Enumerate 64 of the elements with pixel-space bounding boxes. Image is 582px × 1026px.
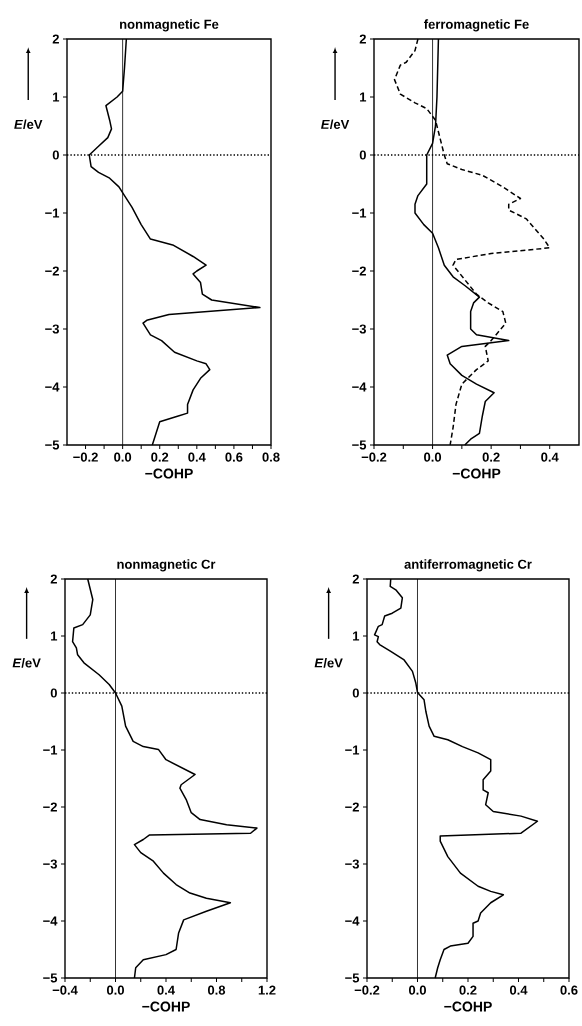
y-tick-label: −2 xyxy=(43,802,57,812)
y-tick-label: −5 xyxy=(352,440,367,450)
y-tick-label: 2 xyxy=(352,574,359,584)
y-tick-label: −2 xyxy=(352,266,366,276)
y-tick-label: 2 xyxy=(52,34,59,44)
y-tick-label: −3 xyxy=(43,859,57,869)
y-tick-label: −4 xyxy=(43,916,58,926)
y-axis-title: E/eV xyxy=(14,119,43,130)
x-tick-label: 0.6 xyxy=(225,452,243,462)
x-tick-label: 0.2 xyxy=(482,452,500,462)
y-tick-label: −4 xyxy=(345,916,360,926)
y-tick-label: −2 xyxy=(345,802,359,812)
y-tick-label: −4 xyxy=(352,382,367,392)
x-tick-label: 0.0 xyxy=(424,452,442,462)
y-tick-label: 0 xyxy=(52,150,59,160)
y-tick-label: 1 xyxy=(353,631,360,641)
x-tick-label: −0.2 xyxy=(354,985,380,995)
y-tick-label: −3 xyxy=(345,859,359,869)
y-tick-label: 0 xyxy=(352,688,359,698)
y-tick-label: −3 xyxy=(45,324,59,334)
y-tick-label: 0 xyxy=(359,150,366,160)
y-axis-title: E/eV xyxy=(12,657,41,668)
y-tick-label: −1 xyxy=(345,745,360,755)
y-tick-label: 2 xyxy=(359,34,366,44)
chart-title: ferromagnetic Fe xyxy=(423,19,529,32)
x-axis-title: −COHP xyxy=(142,1001,190,1012)
x-tick-label: 0.8 xyxy=(262,452,280,462)
x-axis-title: −COHP xyxy=(444,1001,492,1012)
y-tick-label: 1 xyxy=(53,92,60,102)
y-axis-title: E/eV xyxy=(321,119,350,130)
y-tick-label: −1 xyxy=(43,745,58,755)
y-tick-label: −3 xyxy=(352,324,366,334)
y-tick-label: 1 xyxy=(360,92,367,102)
x-tick-label: 0.0 xyxy=(106,985,124,995)
chart-title: antiferromagnetic Cr xyxy=(404,559,532,572)
y-tick-label: −5 xyxy=(45,440,60,450)
y-tick-label: −1 xyxy=(352,208,367,218)
y-tick-label: −2 xyxy=(45,266,59,276)
y-tick-label: −5 xyxy=(345,973,360,983)
x-tick-label: 0.6 xyxy=(560,985,578,995)
chart-title: nonmagnetic Fe xyxy=(120,19,219,32)
x-tick-label: 0.8 xyxy=(207,985,226,995)
x-tick-label: 0.4 xyxy=(157,985,175,995)
x-tick-label: 0.0 xyxy=(114,452,132,462)
x-tick-label: −0.4 xyxy=(52,985,78,995)
x-tick-label: −0.2 xyxy=(73,452,98,462)
y-tick-label: 1 xyxy=(51,631,58,641)
x-tick-label: 1.2 xyxy=(258,985,276,995)
chart-title: nonmagnetic Cr xyxy=(117,559,216,572)
y-tick-label: 2 xyxy=(50,574,57,584)
y-axis-title: E/eV xyxy=(314,657,343,668)
x-tick-label: 0.0 xyxy=(408,985,426,995)
x-tick-label: 0.2 xyxy=(151,452,169,462)
y-tick-label: −5 xyxy=(43,973,58,983)
x-tick-label: 0.4 xyxy=(188,452,206,462)
y-tick-label: 0 xyxy=(50,688,57,698)
x-tick-label: −0.2 xyxy=(361,452,387,462)
x-axis-title: −COHP xyxy=(145,468,193,479)
x-axis-title: −COHP xyxy=(452,468,501,479)
y-tick-label: −1 xyxy=(45,208,60,218)
x-tick-label: 0.4 xyxy=(541,452,559,462)
y-tick-label: −4 xyxy=(45,382,60,392)
x-tick-label: 0.4 xyxy=(509,985,528,995)
x-tick-label: 0.2 xyxy=(459,985,477,995)
